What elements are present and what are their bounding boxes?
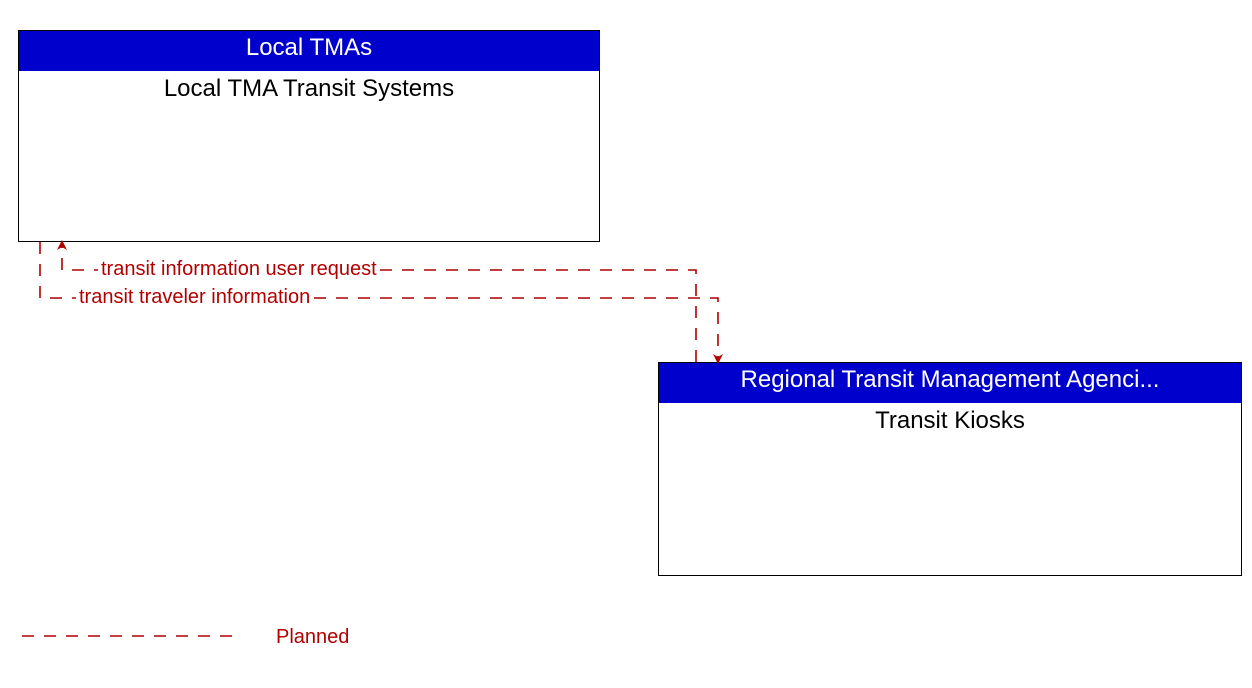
edge-traveler-info-label: transit traveler information (76, 286, 313, 309)
node-regional-transit-header: Regional Transit Management Agenci... (659, 363, 1241, 403)
edge-user-request-label: transit information user request (98, 258, 380, 281)
node-local-tmas-body: Local TMA Transit Systems (19, 71, 599, 103)
node-local-tmas-header: Local TMAs (19, 31, 599, 71)
node-local-tmas: Local TMAs Local TMA Transit Systems (18, 30, 600, 242)
node-regional-transit-body: Transit Kiosks (659, 403, 1241, 435)
node-regional-transit: Regional Transit Management Agenci... Tr… (658, 362, 1242, 576)
legend-label: Planned (276, 626, 349, 649)
